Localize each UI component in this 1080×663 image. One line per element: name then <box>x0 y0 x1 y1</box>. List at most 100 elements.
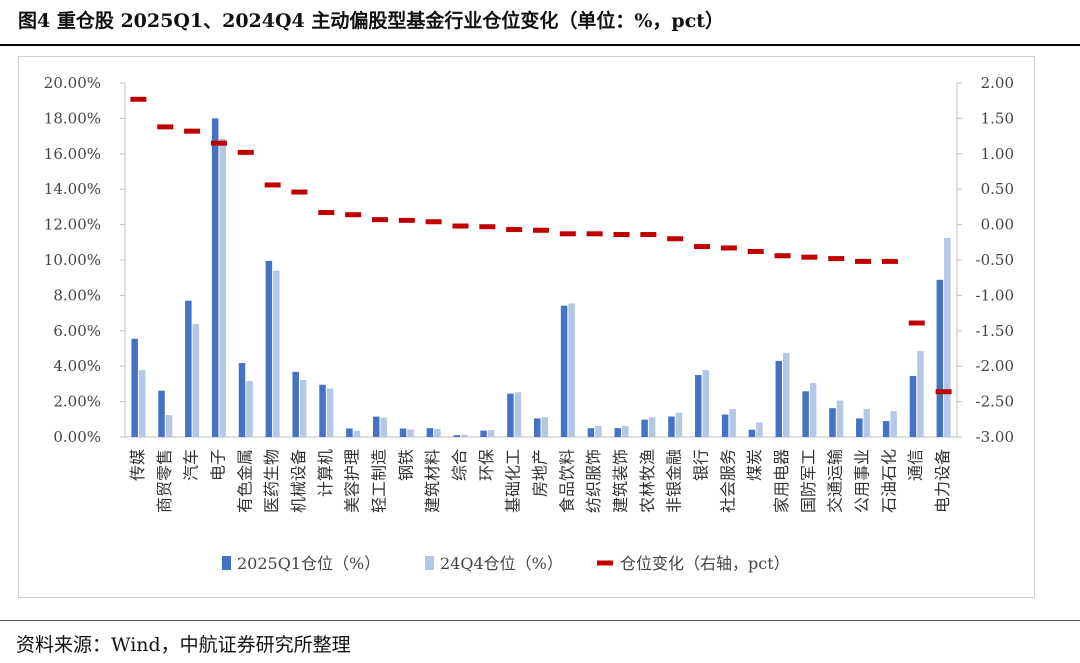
bar-2025q1-20 <box>641 419 648 437</box>
bar-2024q4-18 <box>595 426 602 437</box>
legend-label-2025q1: 2025Q1仓位（%） <box>237 554 380 573</box>
bar-2025q1-15 <box>507 393 514 437</box>
change-marker-5 <box>237 149 254 155</box>
figure-title: 图4 重仓股 2025Q1、2024Q4 主动偏股型基金行业仓位变化（单位：%，… <box>18 10 725 32</box>
change-marker-3 <box>184 128 201 134</box>
bar-2024q4-29 <box>890 411 897 437</box>
category-label: 食品饮料 <box>557 449 576 513</box>
change-marker-28 <box>855 258 872 264</box>
change-marker-2 <box>157 124 174 130</box>
legend-label-change: 仓位变化（右轴，pct） <box>620 554 790 573</box>
change-marker-20 <box>640 232 657 238</box>
bar-2024q4-28 <box>863 409 871 437</box>
bar-2024q4-13 <box>460 434 468 437</box>
left-tick-label: 18.00% <box>44 109 101 127</box>
bar-2025q1-2 <box>158 390 165 437</box>
source-note: 资料来源：Wind，中航证券研究所整理 <box>16 634 351 656</box>
bar-2024q4-30 <box>917 351 924 437</box>
bar-2024q4-21 <box>675 412 683 437</box>
bar-2025q1-23 <box>721 414 729 437</box>
change-markers <box>130 96 952 395</box>
category-label: 通信 <box>906 449 925 481</box>
change-marker-9 <box>345 212 362 218</box>
right-tick-label: -3.00 <box>976 428 1014 446</box>
change-marker-6 <box>264 182 281 188</box>
bar-2025q1-5 <box>238 363 246 437</box>
bar-2024q4-7 <box>299 380 307 437</box>
bar-2024q4-12 <box>434 428 441 437</box>
bar-2024q4-23 <box>729 409 736 437</box>
right-tick-label: 1.00 <box>981 145 1014 163</box>
category-label: 医药生物 <box>262 449 281 513</box>
bar-2025q1-28 <box>856 418 863 437</box>
right-tick-label: -0.50 <box>976 251 1014 269</box>
right-tick-label: 0.50 <box>981 180 1014 198</box>
bar-2024q4-16 <box>541 417 548 437</box>
change-marker-13 <box>452 223 469 229</box>
bar-2024q4-22 <box>702 370 710 437</box>
left-tick-label: 2.00% <box>53 393 101 411</box>
category-label: 商贸零售 <box>155 449 174 513</box>
category-label: 公用事业 <box>853 449 872 513</box>
bar-2024q4-10 <box>380 417 387 437</box>
bar-2025q1-10 <box>372 416 380 437</box>
category-label: 汽车 <box>182 449 201 481</box>
category-label: 银行 <box>692 449 711 481</box>
bar-2024q4-3 <box>192 324 200 437</box>
bar-2024q4-9 <box>353 430 361 437</box>
change-marker-12 <box>425 219 442 225</box>
left-tick-label: 14.00% <box>44 180 101 198</box>
category-label: 传媒 <box>128 449 147 481</box>
bar-2024q4-26 <box>809 383 817 437</box>
category-label: 非银金融 <box>665 449 684 513</box>
bar-2025q1-27 <box>829 408 836 437</box>
bar-2024q4-15 <box>514 392 522 437</box>
legend-swatch-2025q1 <box>222 556 231 570</box>
bar-2024q4-4 <box>219 138 226 437</box>
bar-2025q1-21 <box>668 416 675 437</box>
bar-2025q1-11 <box>399 428 407 437</box>
title-divider <box>0 44 1080 46</box>
change-marker-26 <box>801 254 818 260</box>
category-label: 美容护理 <box>343 449 362 513</box>
bar-2024q4-20 <box>648 417 656 437</box>
category-labels: 传媒 商贸零售 汽车 电子 有色金属 医药生物 机械设备 计算机 美容护理 轻工制造 钢铁 建筑材料综… <box>128 449 952 513</box>
change-marker-30 <box>908 320 925 326</box>
change-marker-17 <box>559 231 576 237</box>
bar-2025q1-29 <box>882 421 890 437</box>
bar-2024q4-27 <box>836 400 844 437</box>
category-label: 家用电器 <box>772 449 791 513</box>
category-label: 计算机 <box>316 449 335 497</box>
bar-2025q1-7 <box>292 371 299 437</box>
change-marker-22 <box>694 244 711 250</box>
bars-2024q4 <box>138 138 951 437</box>
change-marker-15 <box>506 227 523 233</box>
bar-2025q1-13 <box>453 435 460 437</box>
bar-2024q4-2 <box>165 415 173 437</box>
category-label: 综合 <box>450 449 469 481</box>
bar-2025q1-14 <box>480 430 487 437</box>
category-label: 煤炭 <box>745 449 764 481</box>
left-tick-label: 16.00% <box>44 145 101 163</box>
change-marker-24 <box>747 249 764 255</box>
change-marker-1 <box>130 96 147 102</box>
category-label: 交通运输 <box>826 449 845 513</box>
category-label: 钢铁 <box>396 449 415 481</box>
change-marker-11 <box>398 217 415 223</box>
legend-label-2024q4: 24Q4仓位（%） <box>440 554 563 573</box>
bar-2024q4-19 <box>622 426 629 437</box>
right-tick-label: -2.00 <box>976 357 1014 375</box>
right-tick-label: -1.00 <box>976 286 1014 304</box>
category-label: 有色金属 <box>235 449 254 513</box>
left-tick-label: 20.00% <box>44 74 101 92</box>
legend-swatch-2024q4 <box>425 556 434 570</box>
left-tick-label: 8.00% <box>53 286 101 304</box>
bar-2025q1-1 <box>131 338 138 437</box>
bar-2025q1-31 <box>936 279 944 437</box>
bar-2025q1-25 <box>775 360 783 437</box>
bar-2025q1-19 <box>614 428 622 437</box>
right-tick-label: -1.50 <box>976 322 1014 340</box>
category-label: 社会服务 <box>718 449 737 513</box>
change-marker-8 <box>318 210 335 216</box>
